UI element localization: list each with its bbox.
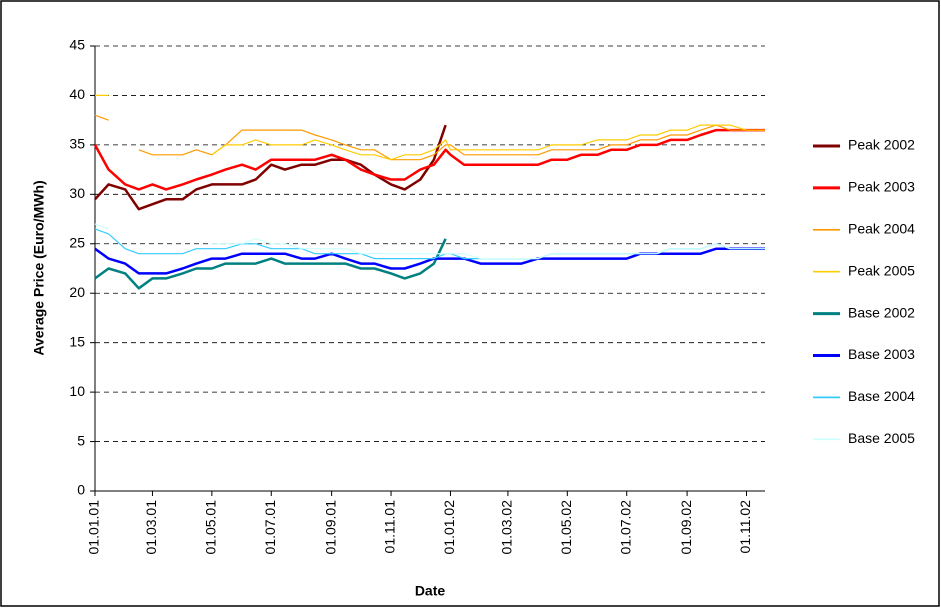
series-line [94, 124, 447, 211]
y-tick-label: 30 [69, 185, 85, 201]
y-tick-label: 15 [69, 333, 85, 349]
series-line [94, 238, 447, 290]
series-line [94, 223, 765, 260]
y-axis-label: Average Price (Euro/MWh) [31, 180, 47, 355]
x-tick-label: 01.09.01 [322, 500, 338, 555]
legend-label: Base 2003 [848, 346, 915, 362]
series-line [94, 114, 765, 161]
y-tick-label: 35 [69, 136, 85, 152]
series-line [93, 128, 765, 191]
x-tick-label: 01.05.02 [558, 500, 574, 555]
x-tick-label: 01.07.01 [262, 500, 278, 555]
legend-label: Base 2005 [848, 430, 915, 446]
legend-label: Peak 2002 [848, 137, 915, 153]
x-tick-label: 01.01.01 [86, 500, 102, 555]
series-line [94, 247, 765, 275]
legend-label: Peak 2004 [848, 221, 915, 237]
y-tick-label: 45 [69, 37, 85, 53]
y-tick-label: 5 [77, 432, 85, 448]
legend-label: Base 2004 [848, 388, 915, 404]
legend-label: Peak 2005 [848, 262, 915, 278]
y-tick-label: 10 [69, 383, 85, 399]
series-line [95, 94, 765, 161]
y-tick-label: 0 [77, 482, 85, 498]
x-tick-label: 01.07.02 [617, 500, 633, 555]
legend-label: Base 2002 [848, 304, 915, 320]
x-axis-label: Date [415, 583, 446, 599]
y-tick-label: 25 [69, 234, 85, 250]
legend-label: Peak 2003 [848, 179, 915, 195]
y-tick-label: 20 [69, 284, 85, 300]
x-tick-label: 01.11.01 [382, 500, 398, 554]
x-tick-label: 01.09.02 [678, 500, 694, 555]
x-tick-label: 01.01.02 [441, 500, 457, 555]
x-tick-label: 01.11.02 [737, 500, 753, 554]
x-tick-label: 01.03.02 [499, 500, 515, 555]
y-tick-label: 40 [69, 86, 85, 102]
x-tick-label: 01.03.01 [143, 500, 159, 555]
x-tick-label: 01.05.01 [203, 500, 219, 555]
